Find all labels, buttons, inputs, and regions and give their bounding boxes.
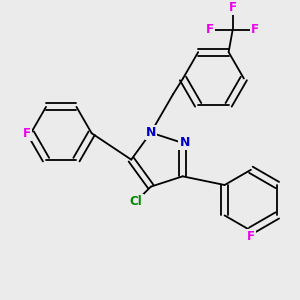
Text: F: F [247, 230, 255, 243]
Text: N: N [179, 136, 190, 149]
Text: F: F [206, 23, 214, 36]
Text: F: F [23, 127, 31, 140]
Text: Cl: Cl [130, 195, 142, 208]
Text: F: F [251, 23, 259, 36]
Text: N: N [146, 126, 156, 139]
Text: F: F [229, 1, 237, 14]
